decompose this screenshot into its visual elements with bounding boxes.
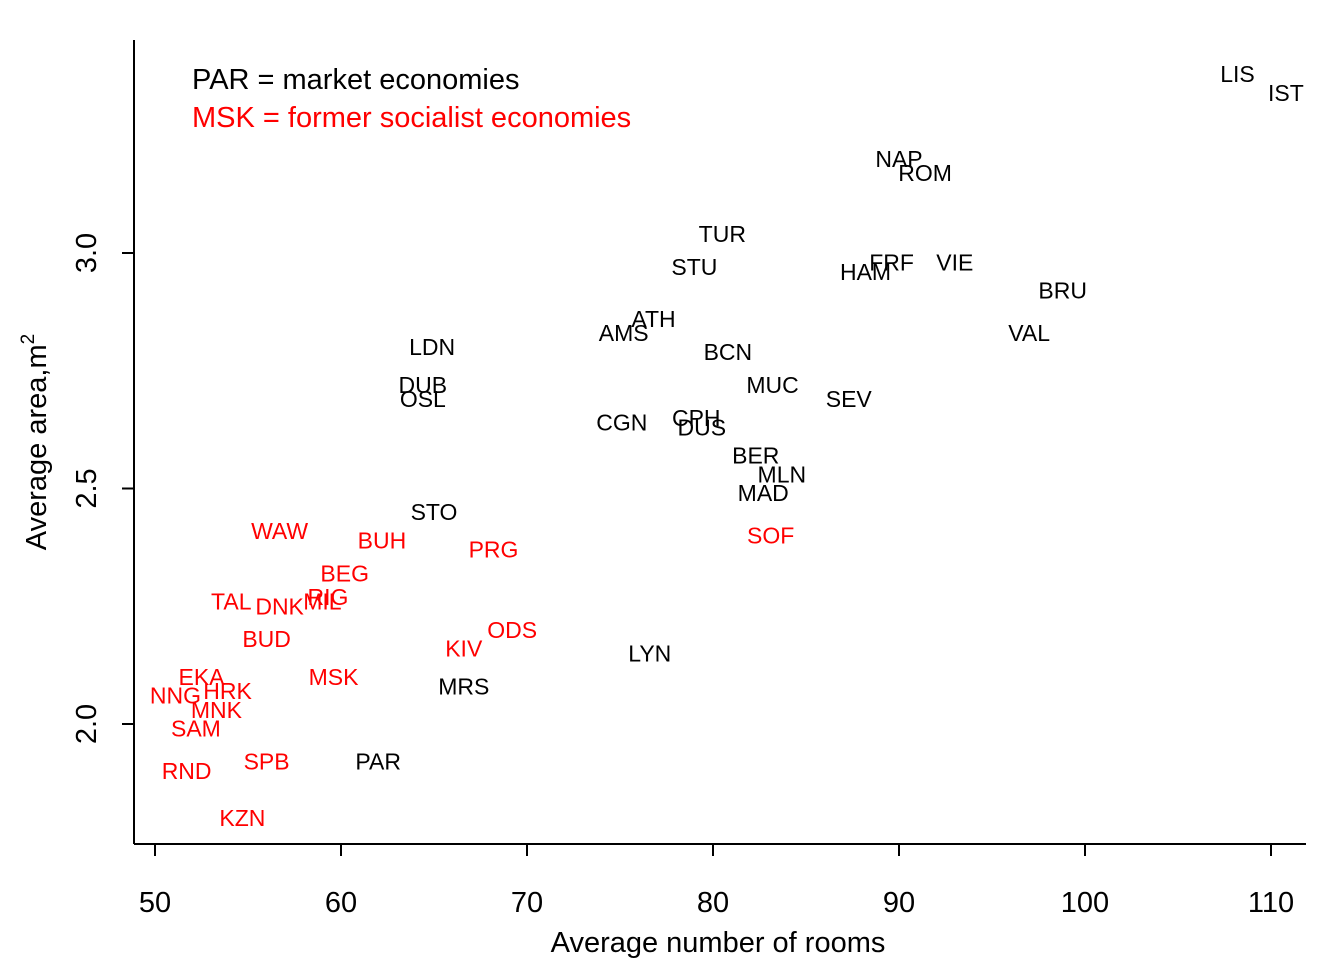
data-point-ist: IST [1268, 80, 1304, 106]
data-point-waw: WAW [251, 518, 308, 544]
data-point-dub: DUB [399, 372, 448, 398]
data-point-spb: SPB [244, 749, 290, 775]
data-point-mil: MIL [303, 589, 342, 615]
data-point-dnk: DNK [255, 593, 304, 619]
data-point-kiv: KIV [445, 636, 483, 662]
y-axis-title-text: Average area,m [21, 344, 53, 550]
data-point-prg: PRG [469, 537, 519, 563]
x-tick-label: 70 [511, 887, 543, 919]
data-point-stu: STU [671, 254, 717, 280]
data-point-hrk: HRK [203, 678, 252, 704]
data-point-msk: MSK [309, 664, 360, 690]
data-point-ber: BER [732, 443, 779, 469]
data-point-rnd: RND [162, 758, 212, 784]
data-point-sof: SOF [747, 523, 794, 549]
data-point-cph: CPH [672, 405, 721, 431]
data-point-mad: MAD [738, 480, 789, 506]
data-point-mrs: MRS [438, 673, 489, 699]
y-ticks: 2.0 2.5 3.0 [71, 233, 134, 744]
data-point-frf: FRF [869, 249, 914, 275]
data-point-mln: MLN [758, 461, 807, 487]
x-tick-label: 90 [883, 887, 915, 919]
data-point-cgn: CGN [596, 410, 647, 436]
data-point-ldn: LDN [409, 334, 455, 360]
data-point-rom: ROM [898, 160, 952, 186]
data-point-kzn: KZN [219, 805, 265, 831]
x-tick-label: 50 [139, 887, 171, 919]
legend: PAR = market economies MSK = former soci… [192, 64, 631, 134]
data-point-ams: AMS [599, 320, 649, 346]
y-tick-label: 3.0 [71, 233, 103, 273]
data-point-val: VAL [1008, 320, 1050, 346]
data-point-eka: EKA [178, 664, 225, 690]
data-point-nng: NNG [150, 683, 201, 709]
data-point-tur: TUR [699, 221, 746, 247]
data-point-buh: BUH [358, 527, 407, 553]
data-point-bru: BRU [1038, 278, 1087, 304]
data-point-bud: BUD [242, 626, 291, 652]
legend-former-socialist-economies: MSK = former socialist economies [192, 102, 631, 134]
data-point-bcn: BCN [704, 339, 753, 365]
data-point-lis: LIS [1220, 61, 1255, 87]
x-tick-label: 80 [697, 887, 729, 919]
data-point-dus: DUS [678, 414, 727, 440]
data-point-sam: SAM [171, 716, 221, 742]
x-axis-title: Average number of rooms [551, 927, 886, 959]
data-point-sev: SEV [826, 386, 873, 412]
legend-market-economies: PAR = market economies [192, 64, 519, 96]
data-point-muc: MUC [746, 372, 798, 398]
data-point-ath: ATH [631, 306, 675, 332]
y-axis-title: Average area,m2 [18, 334, 53, 550]
data-point-osl: OSL [400, 386, 446, 412]
y-tick-label: 2.0 [71, 704, 103, 744]
data-point-nap: NAP [875, 146, 922, 172]
data-point-tal: TAL [211, 589, 252, 615]
data-point-ham: HAM [840, 259, 891, 285]
y-axis-title-superscript: 2 [18, 334, 39, 345]
data-point-mnk: MNK [191, 697, 243, 723]
y-tick-label: 2.5 [71, 468, 103, 508]
x-tick-label: 100 [1061, 887, 1109, 919]
data-point-vie: VIE [936, 249, 973, 275]
axes [133, 40, 1306, 845]
data-point-sto: STO [411, 499, 458, 525]
x-ticks: 50 60 70 80 90 100 110 [139, 844, 1294, 919]
x-tick-label: 60 [325, 887, 357, 919]
data-point-par: PAR [355, 749, 401, 775]
data-point-rig: RIG [308, 584, 349, 610]
data-point-lyn: LYN [628, 640, 671, 666]
data-point-beg: BEG [320, 560, 369, 586]
x-tick-label: 110 [1248, 887, 1294, 919]
data-point-ods: ODS [487, 617, 537, 643]
